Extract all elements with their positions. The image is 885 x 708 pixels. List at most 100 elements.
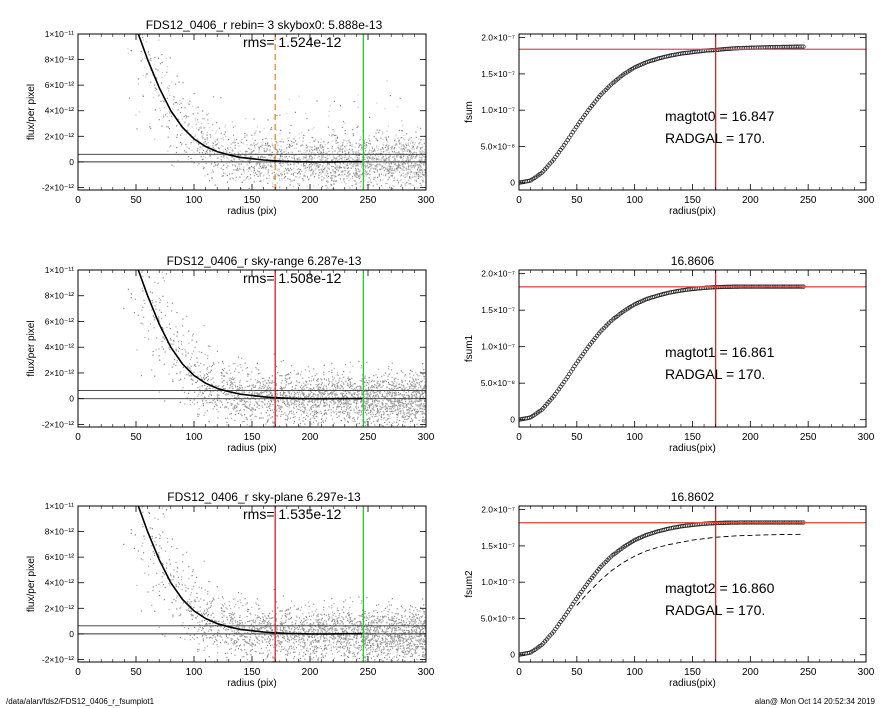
curve-2-title: 16.8606 [671, 254, 715, 268]
curve-2-xtick-label-1: 50 [571, 432, 583, 443]
curve-3-radgal-label: RADGAL = 170. [665, 602, 765, 618]
curve-2-magtot-label: magtot1 = 16.861 [665, 344, 775, 360]
curve-3-ytick-label-0: 2.0×10⁻⁷ [481, 505, 515, 515]
curve-3-dashed-curve [576, 533, 804, 606]
profile-2-xtick-label-5: 250 [360, 432, 377, 443]
curve-1-ylabel: fsum [464, 101, 475, 123]
profile-1-ytick-label-6: -2×10⁻¹² [42, 182, 74, 192]
curve-2-xtick-label-0: 0 [516, 432, 522, 443]
curve-1-ytick-label-0: 2.0×10⁻⁷ [481, 33, 515, 43]
profile-1-plot-area [78, 34, 426, 190]
curve-2-xtick-label-3: 150 [684, 432, 701, 443]
curve-1-xtick-label-2: 100 [626, 195, 643, 206]
profile-2-ytick-label-4: 2×10⁻¹² [45, 368, 74, 378]
profile-3-rms-label: rms= 1.535e-12 [243, 506, 342, 522]
curve-3-xtick-label-6: 300 [858, 667, 875, 678]
profile-1-xtick-label-4: 200 [302, 195, 319, 206]
curve-3-xlabel: radius(pix) [669, 678, 716, 689]
profile-2-xlabel: radius (pix) [227, 443, 276, 454]
curve-1-radgal-label: RADGAL = 170. [665, 130, 765, 146]
curve-1-xtick-label-0: 0 [516, 195, 522, 206]
profile-2-plot-area [78, 270, 426, 427]
curve-1-ytick-label-4: 0 [510, 178, 515, 188]
curve-2-xtick-label-5: 250 [800, 432, 817, 443]
curve-3-ytick-label-4: 0 [510, 650, 515, 660]
curve-1-ytick-label-3: 5.0×10⁻⁸ [481, 141, 516, 151]
profile-3-xtick-label-4: 200 [302, 667, 319, 678]
curve-2-xtick-label-6: 300 [858, 432, 875, 443]
curve-3-xtick-label-0: 0 [516, 667, 522, 678]
curve-3-chart: magtot2 = 16.860 RADGAL = 170. 0 50 100 150 20… [464, 490, 875, 689]
curve-2-ytick-label-0: 2.0×10⁻⁷ [481, 269, 515, 279]
curve-1-xtick-label-4: 200 [742, 195, 759, 206]
curve-3-ylabel: fsum2 [464, 570, 475, 598]
profile-1-scatter-points [127, 34, 426, 190]
profile-2-ytick-label-6: -2×10⁻¹² [42, 419, 74, 429]
profile-3-xtick-label-2: 100 [186, 667, 203, 678]
curve-2-xtick-label-2: 100 [626, 432, 643, 443]
curve-3-ytick-label-1: 1.5×10⁻⁷ [481, 541, 515, 551]
profile-2-rms-label: rms= 1.508e-12 [243, 270, 342, 286]
profile-3-title: FDS12_0406_r sky-plane 6.297e-13 [167, 490, 361, 504]
profile-1-ytick-label-2: 6×10⁻¹² [45, 80, 74, 90]
profile-3-xtick-label-5: 250 [360, 667, 377, 678]
curve-2-chart: magtot1 = 16.861 RADGAL = 170. 0 50 100 150 20… [464, 254, 875, 454]
profile-3-frame [77, 505, 427, 663]
profile-1-ytick-label-5: 0 [69, 157, 74, 167]
profile-2-chart: rms= 1.508e-12 0 50 100 150 200 250 300 1×10⁻¹¹ 8… [26, 254, 435, 454]
profile-2-ylabel: flux/per pixel [26, 320, 37, 376]
profile-3-xtick-label-3: 150 [244, 667, 261, 678]
curve-1-ytick-label-2: 1.0×10⁻⁷ [481, 105, 515, 115]
profile-1-ytick-label-3: 4×10⁻¹² [45, 106, 74, 116]
profile-1-ytick-label-4: 2×10⁻¹² [45, 131, 74, 141]
curve-2-xlabel: radius(pix) [669, 443, 716, 454]
profile-3-ytick-label-3: 4×10⁻¹² [45, 578, 74, 588]
profile-2-xtick-label-4: 200 [302, 432, 319, 443]
curve-1-xtick-label-6: 300 [858, 195, 875, 206]
profile-3-ytick-label-1: 8×10⁻¹² [45, 527, 74, 537]
profile-3-xlabel: radius (pix) [227, 678, 276, 689]
curve-1-xtick-label-1: 50 [571, 195, 583, 206]
profile-1-title: FDS12_0406_r rebin= 3 skybox0: 5.888e-13 [146, 18, 383, 32]
profile-3-plot-area [78, 506, 426, 662]
footer-stamp: alan@ Mon Oct 14 20:52:34 2019 [754, 697, 875, 706]
curve-2-radgal-label: RADGAL = 170. [665, 366, 765, 382]
profile-2-profile-line [137, 270, 363, 400]
profile-1-rms-label: rms= 1.524e-12 [243, 34, 342, 50]
profile-2-title: FDS12_0406_r sky-range 6.287e-13 [167, 254, 362, 268]
curve-3-ytick-label-3: 5.0×10⁻⁸ [481, 613, 516, 623]
profile-3-ylabel: flux/per pixel [26, 556, 37, 612]
profile-3-xtick-label-1: 50 [130, 667, 142, 678]
curve-3-xtick-label-3: 150 [684, 667, 701, 678]
profile-2-xtick-label-6: 300 [418, 432, 435, 443]
curve-2-ytick-label-2: 1.0×10⁻⁷ [481, 342, 515, 352]
curve-2-ytick-label-1: 1.5×10⁻⁷ [481, 305, 515, 315]
footer-path: /data/alan/fds2/FDS12_0406_r_fsumplot1 [6, 697, 155, 706]
curve-3-ytick-label-2: 1.0×10⁻⁷ [481, 577, 515, 587]
curve-2-xtick-label-4: 200 [742, 432, 759, 443]
curve-2-ytick-label-4: 0 [510, 415, 515, 425]
profile-1-xtick-label-0: 0 [75, 195, 81, 206]
profile-1-chart: rms= 1.524e-12 0 50 100 150 200 250 300 1×10⁻¹¹ 8… [26, 18, 435, 217]
curve-3-xtick-label-2: 100 [626, 667, 643, 678]
curve-3-magtot-label: magtot2 = 16.860 [665, 580, 775, 596]
profile-3-ytick-label-4: 2×10⁻¹² [45, 603, 74, 613]
profile-2-xtick-label-2: 100 [186, 432, 203, 443]
curve-1-xlabel: radius(pix) [669, 206, 716, 217]
curve-3-xtick-label-4: 200 [742, 667, 759, 678]
profile-2-ytick-label-3: 4×10⁻¹² [45, 342, 74, 352]
profile-2-ytick-label-5: 0 [69, 394, 74, 404]
curve-3-xtick-label-1: 50 [571, 667, 583, 678]
profile-3-ytick-label-2: 6×10⁻¹² [45, 552, 74, 562]
curve-3-title: 16.8602 [671, 490, 715, 504]
profile-3-chart: rms= 1.535e-12 0 50 100 150 200 250 300 1×10⁻¹¹ 8… [26, 490, 435, 689]
profile-2-ytick-label-1: 8×10⁻¹² [45, 291, 74, 301]
profile-3-ytick-label-0: 1×10⁻¹¹ [45, 501, 74, 511]
profile-2-scatter-light [136, 271, 426, 427]
profile-3-profile-line [137, 506, 363, 635]
curve-3-xtick-label-5: 250 [800, 667, 817, 678]
profile-2-xtick-label-1: 50 [130, 432, 142, 443]
profile-1-profile-line [137, 34, 363, 163]
profile-1-xtick-label-1: 50 [130, 195, 142, 206]
profile-2-frame [77, 269, 427, 428]
